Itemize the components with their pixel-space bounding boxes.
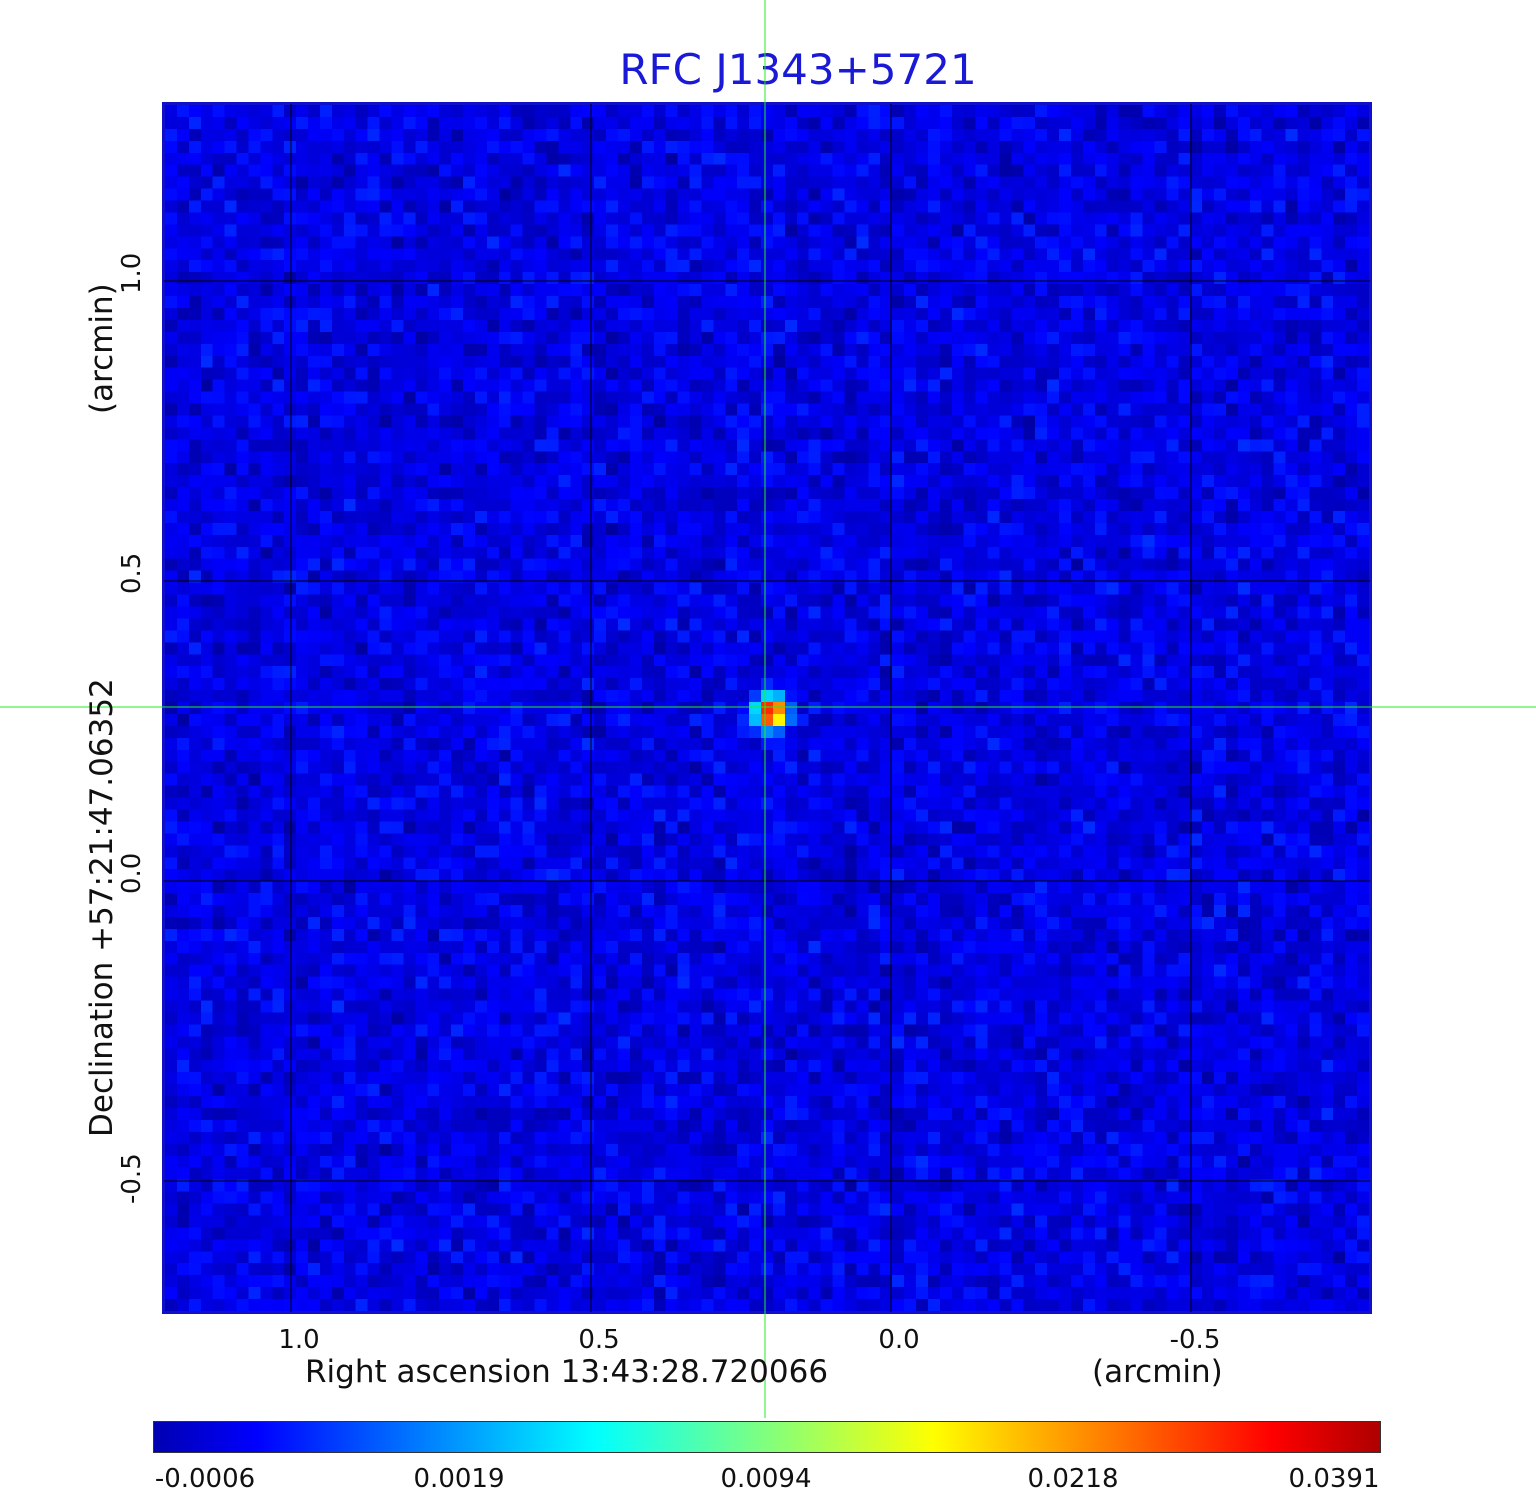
radio-map-image <box>165 105 1369 1311</box>
y-axis-unit: (arcmin) <box>84 283 120 414</box>
x-axis-label: Right ascension 13:43:28.720066 <box>305 1354 829 1390</box>
x-tick-label: 0.5 <box>578 1325 620 1355</box>
image-title: RFC J1343+5721 <box>619 45 977 94</box>
x-tick-label: -0.5 <box>1169 1325 1221 1355</box>
x-tick-label: 1.0 <box>278 1325 320 1355</box>
colorbar-label: 0.0391 <box>1288 1464 1380 1494</box>
y-tick-label: 0.0 <box>117 852 147 894</box>
y-axis-label: Declination +57:21:47.06352 <box>84 678 120 1137</box>
image-panel[interactable] <box>162 102 1372 1314</box>
y-tick-label: 0.5 <box>117 552 147 594</box>
y-tick-label: 1.0 <box>117 252 147 294</box>
colorbar-label: -0.0006 <box>154 1464 256 1494</box>
colorbar-label: 0.0094 <box>720 1464 812 1494</box>
x-axis-unit: (arcmin) <box>1092 1354 1223 1390</box>
colorbar-label: 0.0019 <box>413 1464 505 1494</box>
y-tick-label: -0.5 <box>117 1153 147 1204</box>
colorbar-label: 0.0218 <box>1027 1464 1119 1494</box>
x-tick-label: 0.0 <box>878 1325 920 1355</box>
colorbar <box>153 1421 1381 1453</box>
